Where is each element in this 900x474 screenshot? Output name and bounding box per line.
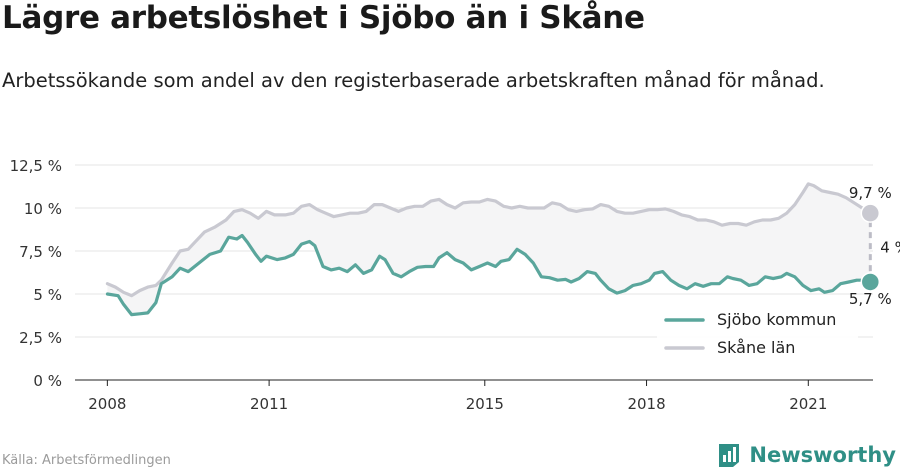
end-point-skane [860, 203, 881, 223]
y-tick-label: 12,5 % [10, 157, 62, 175]
chart-title: Lägre arbetslöshet i Sjöbo än i Skåne [2, 0, 645, 36]
gap-label: 4 % [880, 239, 900, 257]
legend: Sjöbo kommun Skåne län [657, 304, 858, 366]
series-line-sjobo [105, 233, 872, 317]
y-axis-tick-labels: 0 % 2,5 % 5 % 7,5 % 10 % 12,5 % [10, 157, 62, 390]
series-line-skane [105, 182, 872, 298]
x-axis: 2008 2011 2015 2018 2021 [75, 379, 873, 413]
end-label-sjobo: 5,7 % [849, 290, 892, 308]
legend-label: Skåne län [717, 338, 795, 357]
y-tick-label: 2,5 % [19, 329, 62, 347]
y-tick-label: 0 % [33, 372, 62, 390]
legend-background [657, 304, 858, 366]
end-label-skane: 9,7 % [849, 184, 892, 202]
end-markers: 9,7 % 4 % 5,7 % [849, 184, 900, 308]
end-point-sjobo [860, 272, 881, 292]
x-tick-label: 2008 [88, 395, 126, 413]
x-tick-label: 2011 [250, 395, 288, 413]
y-tick-label: 10 % [24, 200, 62, 218]
x-tick-label: 2015 [466, 395, 504, 413]
newsworthy-logo-icon [719, 444, 740, 467]
x-tick-label: 2018 [627, 395, 665, 413]
x-tick-label: 2021 [789, 395, 827, 413]
brand-logo: Newsworthy [717, 440, 896, 470]
source-note: Källa: Arbetsförmedlingen [2, 453, 171, 468]
gap-area [107, 183, 871, 315]
series-lines [105, 182, 872, 317]
y-tick-label: 5 % [33, 286, 62, 304]
y-tick-label: 7,5 % [19, 243, 62, 261]
brand-name: Newsworthy [749, 443, 896, 467]
chart-subtitle: Arbetssökande som andel av den registerb… [2, 69, 825, 92]
legend-label: Sjöbo kommun [717, 310, 836, 329]
